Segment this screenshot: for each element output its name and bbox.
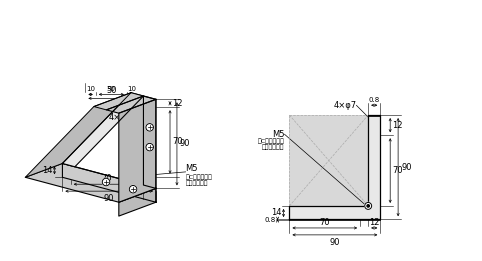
Text: 10: 10 (86, 86, 95, 92)
Text: 10: 10 (128, 86, 137, 92)
Text: M5: M5 (272, 130, 284, 139)
Text: 70: 70 (320, 218, 330, 227)
Text: 4×φ7: 4×φ7 (334, 101, 356, 110)
Text: 14: 14 (42, 166, 53, 175)
Polygon shape (63, 163, 156, 202)
Text: 4×φ7: 4×φ7 (108, 113, 131, 122)
Text: （Cオプション: （Cオプション (258, 139, 284, 144)
Polygon shape (119, 188, 156, 216)
Polygon shape (94, 93, 144, 110)
Circle shape (146, 143, 153, 151)
Text: 50: 50 (106, 86, 117, 95)
Polygon shape (26, 93, 131, 177)
Text: 90: 90 (401, 163, 412, 172)
Circle shape (365, 203, 372, 209)
Text: 12: 12 (145, 174, 155, 183)
Polygon shape (290, 115, 380, 219)
Text: 指定のとき）: 指定のとき） (186, 180, 208, 186)
Polygon shape (144, 96, 156, 188)
Text: 90: 90 (330, 238, 340, 247)
Circle shape (102, 178, 110, 186)
Text: （Cオプション: （Cオプション (186, 174, 213, 180)
Text: 12: 12 (172, 99, 183, 108)
Text: 70: 70 (102, 174, 112, 183)
Text: 70: 70 (392, 166, 403, 175)
Text: 0.8: 0.8 (369, 97, 380, 103)
Text: 30: 30 (107, 86, 116, 92)
Circle shape (367, 205, 369, 207)
Text: 90: 90 (180, 139, 190, 148)
Polygon shape (119, 99, 156, 202)
Polygon shape (368, 115, 380, 116)
Circle shape (129, 186, 137, 193)
Text: M5: M5 (186, 164, 198, 173)
Text: 14: 14 (271, 209, 281, 217)
Polygon shape (290, 115, 380, 219)
Text: 0.8: 0.8 (265, 217, 276, 223)
Text: 12: 12 (392, 121, 402, 130)
Polygon shape (107, 96, 156, 113)
Polygon shape (290, 115, 368, 206)
Circle shape (146, 124, 153, 131)
Polygon shape (63, 93, 144, 167)
Polygon shape (290, 219, 380, 220)
Text: 90: 90 (104, 194, 114, 203)
Text: 70: 70 (172, 137, 183, 146)
Polygon shape (26, 163, 156, 202)
Text: 指定のとき）: 指定のとき） (262, 145, 284, 150)
Text: 12: 12 (369, 218, 379, 227)
